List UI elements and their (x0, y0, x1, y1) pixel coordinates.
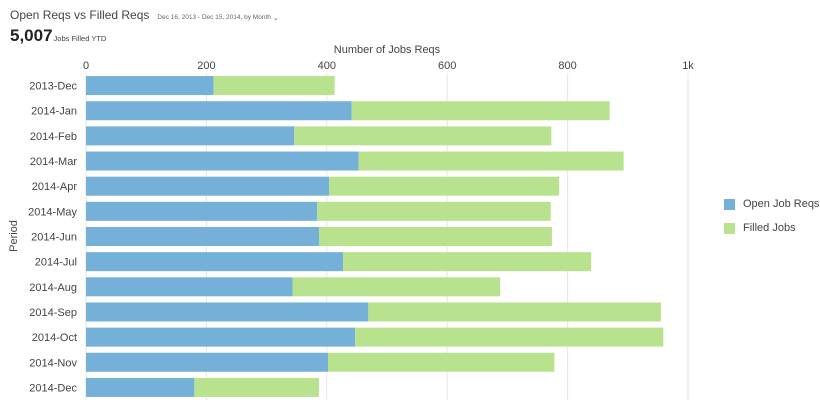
kpi-value: 5,007 (10, 26, 53, 45)
y-category-label: 2014-Feb (30, 131, 77, 143)
kpi: 5,007 Jobs Filled YTD (10, 26, 279, 46)
chevron-down-icon: ⌄ (272, 14, 279, 22)
bar-filled-jobs[interactable] (317, 201, 551, 221)
bar-filled-jobs[interactable] (329, 176, 560, 196)
x-tick-label: 800 (558, 60, 576, 72)
bar-filled-jobs[interactable] (194, 377, 319, 397)
chart-header: Open Reqs vs Filled Reqs Dec 16, 2013 - … (10, 8, 279, 46)
bars (86, 76, 664, 397)
y-category-label: 2014-Jun (31, 232, 77, 244)
legend-item-filled[interactable]: Filled Jobs (724, 221, 819, 235)
bar-filled-jobs[interactable] (213, 76, 335, 96)
legend-label-filled: Filled Jobs (743, 222, 796, 234)
legend-label-open: Open Job Reqs (743, 198, 820, 210)
bar-open-job-reqs[interactable] (86, 176, 330, 196)
x-tick-label: 200 (197, 60, 215, 72)
bar-filled-jobs[interactable] (318, 227, 552, 246)
bar-open-job-reqs[interactable] (86, 201, 318, 221)
bar-open-job-reqs[interactable] (86, 377, 195, 397)
bar-open-job-reqs[interactable] (86, 302, 369, 322)
chart-title: Open Reqs vs Filled Reqs (10, 8, 150, 22)
x-axis-label: Number of Jobs Reqs (334, 44, 441, 56)
legend-swatch-open (724, 198, 735, 210)
bar-open-job-reqs[interactable] (86, 227, 319, 246)
x-tick-label: 600 (438, 60, 456, 72)
bar-filled-jobs[interactable] (358, 151, 624, 171)
bar-open-job-reqs[interactable] (86, 151, 359, 171)
kpi-label: Jobs Filled YTD (53, 34, 107, 43)
bar-open-job-reqs[interactable] (86, 352, 329, 372)
x-axis-ticks: 0 200 400 600 800 1k (83, 60, 694, 72)
y-category-label: 2014-May (28, 206, 77, 218)
bar-open-job-reqs[interactable] (86, 101, 352, 121)
y-axis-label: Period (8, 220, 20, 252)
y-category-label: 2014-Aug (29, 282, 77, 294)
bar-filled-jobs[interactable] (343, 252, 592, 272)
y-category-label: 2014-Mar (30, 156, 77, 168)
bar-filled-jobs[interactable] (368, 302, 661, 322)
bar-open-job-reqs[interactable] (86, 126, 295, 146)
y-category-label: 2014-Nov (29, 357, 77, 369)
y-category-label: 2014-Jul (35, 257, 77, 269)
bar-filled-jobs[interactable] (328, 352, 555, 372)
bar-filled-jobs[interactable] (355, 327, 664, 347)
date-range-label: Dec 16, 2013 - Dec 15, 2014, by Month (157, 14, 271, 21)
y-axis-categories: 2013-Dec 2014-Jan 2014-Feb 2014-Mar 2014-Apr… (28, 81, 77, 395)
legend-swatch-filled (724, 222, 735, 234)
x-tick-label: 0 (83, 60, 89, 72)
bar-filled-jobs[interactable] (294, 126, 552, 146)
bar-filled-jobs[interactable] (351, 101, 610, 121)
x-tick-label: 400 (318, 60, 336, 72)
y-category-label: 2014-Dec (29, 382, 77, 394)
y-category-label: 2014-Jan (31, 106, 77, 118)
bar-open-job-reqs[interactable] (86, 76, 214, 96)
bar-open-job-reqs[interactable] (86, 327, 356, 347)
y-category-label: 2014-Oct (32, 332, 77, 344)
x-tick-label: 1k (682, 60, 694, 72)
bar-open-job-reqs[interactable] (86, 252, 344, 272)
date-range-selector[interactable]: Dec 16, 2013 - Dec 15, 2014, by Month ⌄ (157, 14, 278, 22)
legend: Open Job Reqs Filled Jobs (724, 197, 819, 245)
y-category-label: 2013-Dec (29, 81, 77, 93)
y-category-label: 2014-Apr (32, 181, 78, 193)
bar-open-job-reqs[interactable] (86, 277, 293, 297)
bar-filled-jobs[interactable] (292, 277, 501, 297)
y-category-label: 2014-Sep (29, 307, 77, 319)
legend-item-open[interactable]: Open Job Reqs (724, 197, 819, 211)
